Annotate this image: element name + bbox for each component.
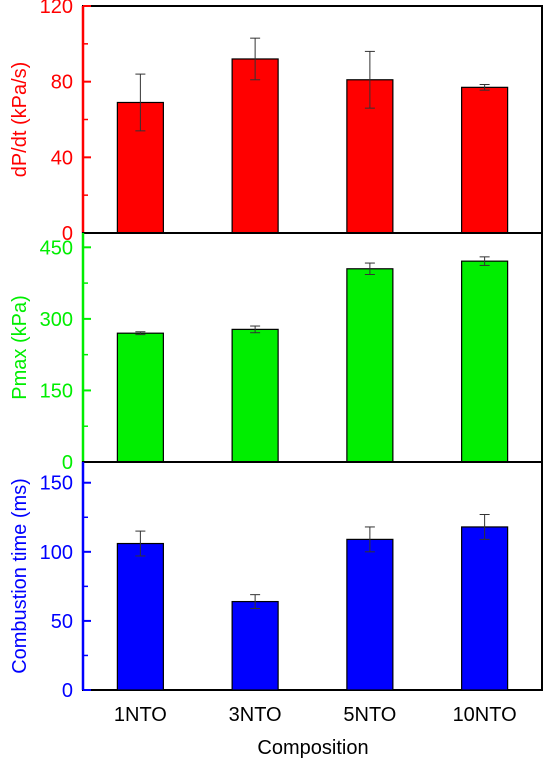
panel-1: 0 40 80 120 dP/dt (kPa/s) [9,0,543,245]
y-tick-label: 0 [62,452,73,474]
x-axis-label: Composition [257,737,368,759]
y-axis-title: Combustion time (ms) [9,478,31,674]
bar [231,328,279,463]
y-tick-label: 300 [40,309,73,331]
y-tick-label: 80 [51,72,73,94]
bar [116,332,164,463]
bar [461,86,509,234]
bar [346,538,394,691]
x-tick-label: 1NTO [114,704,167,726]
y-tick-label: 150 [40,473,73,495]
bar [461,526,509,691]
y-axis-title: dP/dt (kPa/s) [9,62,31,178]
y-tick-label: 450 [40,237,73,259]
y-tick-label: 50 [51,611,73,633]
x-tick-label: 5NTO [343,704,396,726]
y-tick-label: 0 [62,680,73,702]
bar [231,58,279,234]
panel-2: 0 150 300 450 Pmax (kPa) [9,232,543,474]
x-tick-label: 3NTO [229,704,282,726]
x-tick-label: 10NTO [453,704,517,726]
y-axis-title: Pmax (kPa) [9,295,31,399]
y-tick-label: 0 [62,223,73,245]
panel-3: 0 50 100 150 Combustion time (ms) [9,461,543,702]
y-tick-label: 40 [51,147,73,169]
y-tick-label: 150 [40,380,73,402]
category-labels: 1NTO 3NTO 5NTO 10NTO [114,704,517,726]
y-tick-label: 120 [40,0,73,18]
bar [461,260,509,463]
bar [346,268,394,463]
bar [116,542,164,691]
bar [231,600,279,691]
y-tick-label: 100 [40,542,73,564]
